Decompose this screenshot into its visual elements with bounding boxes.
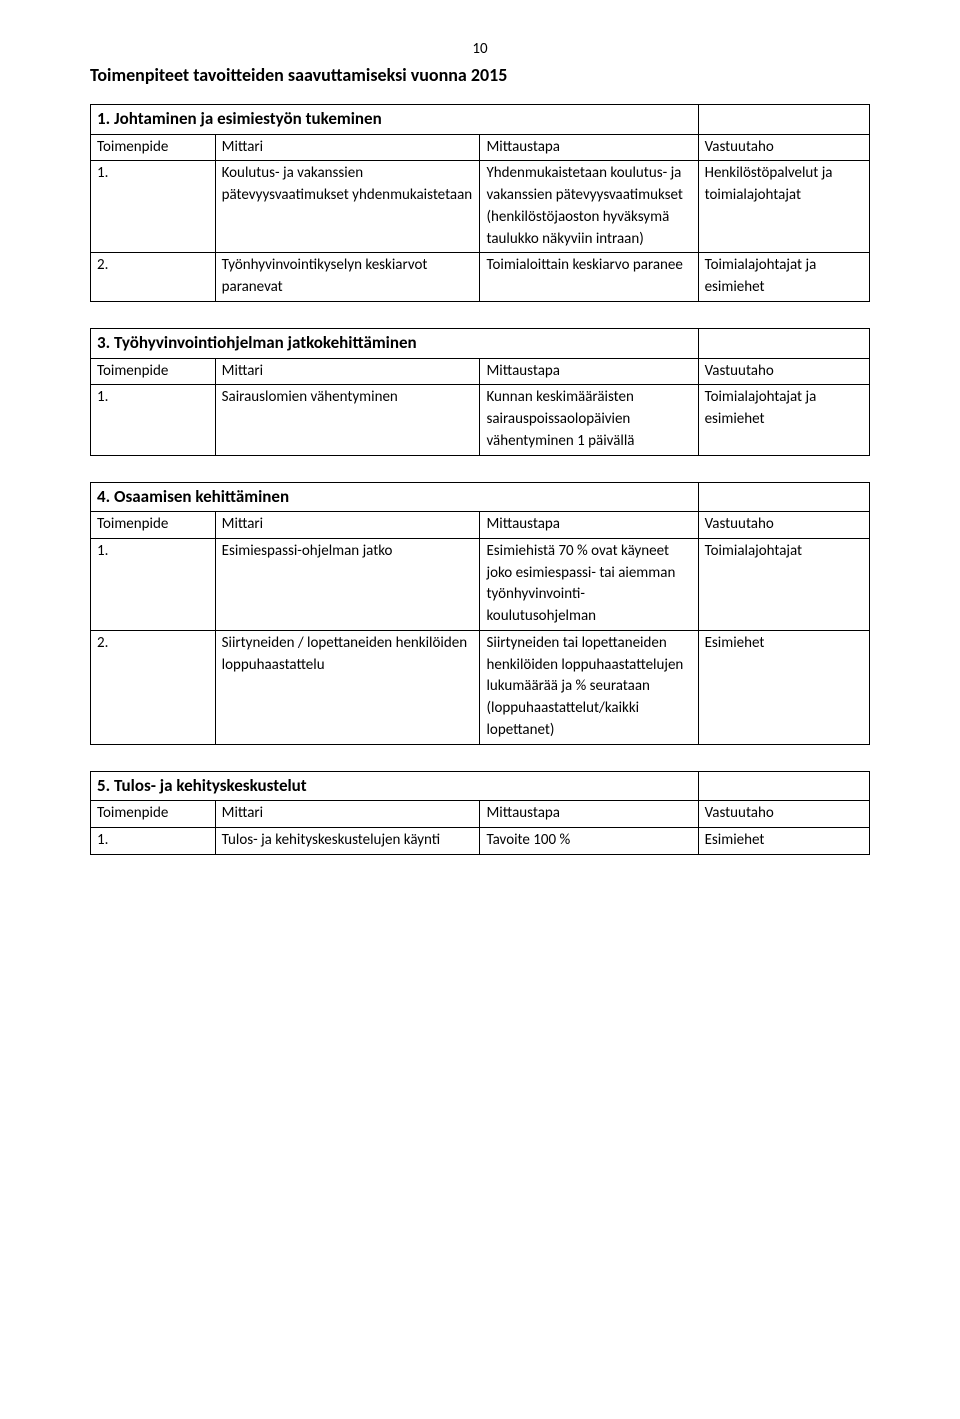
table-header-row: Toimenpide Mittari Mittaustapa Vastuutah…	[91, 801, 870, 828]
cell-mittari: Koulutus- ja vakanssien pätevyysvaatimuk…	[215, 161, 480, 253]
table-section-1: 1. Johtaminen ja esimiestyön tukeminen T…	[90, 104, 870, 302]
cell-mittari: Tulos- ja kehityskeskustelujen käynti	[215, 828, 480, 855]
col-header: Mittaustapa	[480, 801, 698, 828]
cell-n: 1.	[91, 828, 216, 855]
table-section-header-row: 4. Osaamisen kehittäminen	[91, 482, 870, 512]
cell-n: 1.	[91, 385, 216, 455]
table-row: 1. Sairauslomien vähentyminen Kunnan kes…	[91, 385, 870, 455]
table-header-row: Toimenpide Mittari Mittaustapa Vastuutah…	[91, 134, 870, 161]
table-header-row: Toimenpide Mittari Mittaustapa Vastuutah…	[91, 512, 870, 539]
table-row: 2. Siirtyneiden / lopettaneiden henkilöi…	[91, 630, 870, 744]
table-row: 1. Tulos- ja kehityskeskustelujen käynti…	[91, 828, 870, 855]
col-header: Vastuutaho	[698, 512, 869, 539]
col-header: Mittari	[215, 801, 480, 828]
cell-n: 1.	[91, 538, 216, 630]
section-title: 5. Tulos- ja kehityskeskustelut	[91, 771, 699, 801]
cell-vastuutaho: Toimialajohtajat ja esimiehet	[698, 385, 869, 455]
table-header-row: Toimenpide Mittari Mittaustapa Vastuutah…	[91, 358, 870, 385]
cell-vastuutaho: Esimiehet	[698, 828, 869, 855]
col-header: Vastuutaho	[698, 801, 869, 828]
col-header: Mittaustapa	[480, 134, 698, 161]
section-title: 4. Osaamisen kehittäminen	[91, 482, 699, 512]
section-title: 1. Johtaminen ja esimiestyön tukeminen	[91, 105, 699, 135]
cell-n: 2.	[91, 630, 216, 744]
cell-n: 2.	[91, 253, 216, 302]
col-header: Mittari	[215, 134, 480, 161]
page-title: Toimenpiteet tavoitteiden saavuttamiseks…	[90, 64, 870, 86]
cell-mittari: Työnhyvinvointikyselyn keskiarvot parane…	[215, 253, 480, 302]
cell-vastuutaho: Toimialajohtajat	[698, 538, 869, 630]
cell-vastuutaho: Toimialajohtajat ja esimiehet	[698, 253, 869, 302]
cell-mittari: Sairauslomien vähentyminen	[215, 385, 480, 455]
section-title: 3. Työhyvinvointiohjelman jatkokehittämi…	[91, 328, 699, 358]
table-section-2: 3. Työhyvinvointiohjelman jatkokehittämi…	[90, 328, 870, 456]
col-header: Mittaustapa	[480, 512, 698, 539]
col-header: Vastuutaho	[698, 134, 869, 161]
table-section-header-row: 1. Johtaminen ja esimiestyön tukeminen	[91, 105, 870, 135]
cell-mittaustapa: Siirtyneiden tai lopettaneiden henkilöid…	[480, 630, 698, 744]
empty-cell	[698, 771, 869, 801]
table-row: 1. Esimiespassi-ohjelman jatko Esimiehis…	[91, 538, 870, 630]
cell-mittaustapa: Yhdenmukaistetaan koulutus- ja vakanssie…	[480, 161, 698, 253]
table-section-4: 5. Tulos- ja kehityskeskustelut Toimenpi…	[90, 771, 870, 855]
col-header: Mittari	[215, 512, 480, 539]
cell-mittaustapa: Esimiehistä 70 % ovat käyneet joko esimi…	[480, 538, 698, 630]
empty-cell	[698, 482, 869, 512]
cell-mittaustapa: Kunnan keskimääräisten sairauspoissaolop…	[480, 385, 698, 455]
table-row: 1. Koulutus- ja vakanssien pätevyysvaati…	[91, 161, 870, 253]
cell-vastuutaho: Henkilöstöpalvelut ja toimialajohtajat	[698, 161, 869, 253]
col-header: Toimenpide	[91, 134, 216, 161]
col-header: Vastuutaho	[698, 358, 869, 385]
col-header: Toimenpide	[91, 358, 216, 385]
col-header: Mittaustapa	[480, 358, 698, 385]
cell-mittaustapa: Toimialoittain keskiarvo paranee	[480, 253, 698, 302]
col-header: Mittari	[215, 358, 480, 385]
cell-mittari: Siirtyneiden / lopettaneiden henkilöiden…	[215, 630, 480, 744]
table-section-3: 4. Osaamisen kehittäminen Toimenpide Mit…	[90, 482, 870, 745]
table-section-header-row: 5. Tulos- ja kehityskeskustelut	[91, 771, 870, 801]
cell-n: 1.	[91, 161, 216, 253]
page-number: 10	[90, 40, 870, 58]
empty-cell	[698, 328, 869, 358]
col-header: Toimenpide	[91, 801, 216, 828]
cell-vastuutaho: Esimiehet	[698, 630, 869, 744]
empty-cell	[698, 105, 869, 135]
cell-mittari: Esimiespassi-ohjelman jatko	[215, 538, 480, 630]
col-header: Toimenpide	[91, 512, 216, 539]
table-section-header-row: 3. Työhyvinvointiohjelman jatkokehittämi…	[91, 328, 870, 358]
cell-mittaustapa: Tavoite 100 %	[480, 828, 698, 855]
table-row: 2. Työnhyvinvointikyselyn keskiarvot par…	[91, 253, 870, 302]
